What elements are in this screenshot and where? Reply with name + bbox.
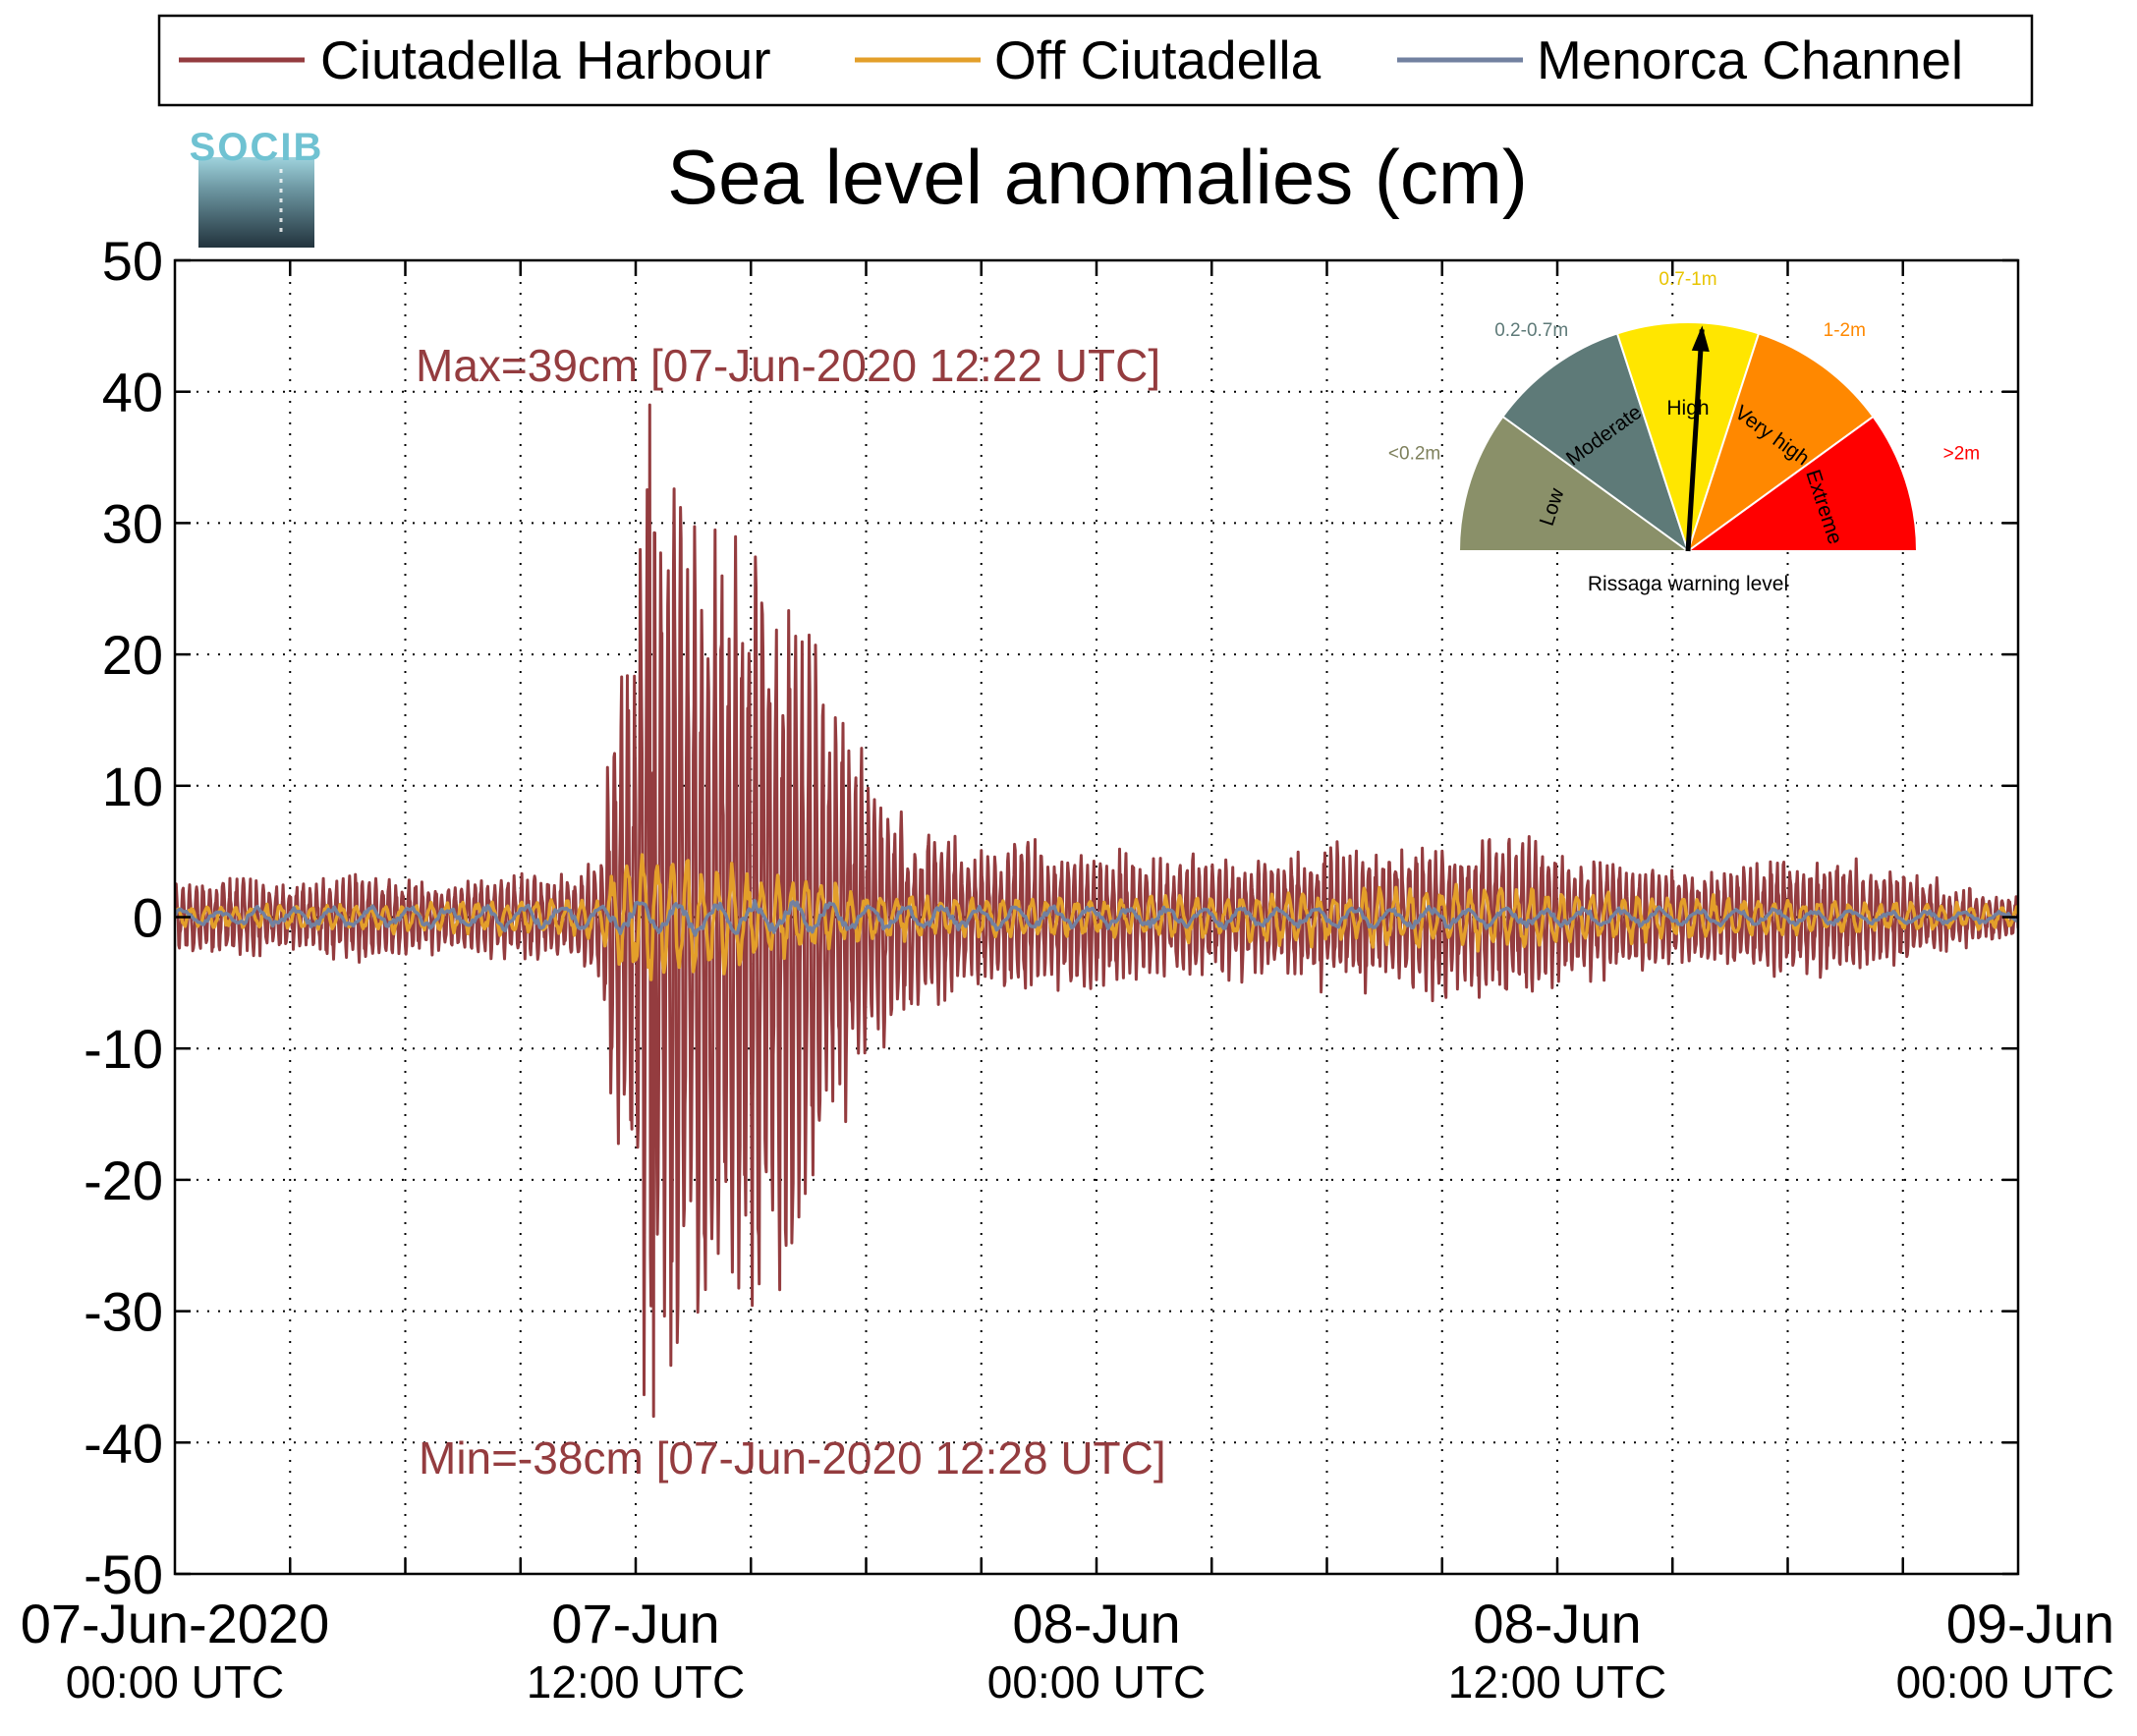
legend-box [157,14,2034,107]
max-annotation: Max=39cm [07-Jun-2020 12:22 UTC] [416,340,1160,391]
y-tick-label: 0 [133,887,163,949]
socib-logo-emblem [198,157,314,248]
y-tick-label: -30 [84,1281,163,1343]
y-tick-label: -20 [84,1149,163,1211]
gauge-range-label: >2m [1943,443,1981,464]
chart-title: Sea level anomalies (cm) [667,134,1528,220]
y-tick-labels: -50 -40 -30 -20 -10 0 10 20 30 40 50 [84,230,163,1605]
gauge-sector-very-high [1686,332,1875,554]
y-tick-label: 40 [102,362,163,423]
gauge-range-label: 0.7-1m [1659,269,1716,290]
legend-label-harbour: Ciutadella Harbour [320,29,771,90]
x-tick-label-date: 08-Jun [1473,1593,1641,1654]
gauge-sector-label: High [1666,397,1709,420]
y-tick-label: 50 [102,230,163,292]
x-tick-label-date: 07-Jun-2020 [21,1593,329,1654]
axis-ticks [175,258,2018,1576]
y-tick-label: -40 [84,1412,163,1474]
socib-logo: SOCIB [190,126,324,248]
gauge-sector-low [1457,415,1692,552]
x-tick-label-time: 00:00 UTC [66,1656,284,1708]
x-tick-label-time: 00:00 UTC [1896,1656,2114,1708]
gauge-needle-head [1691,325,1710,352]
series-menorca-channel [175,898,2018,937]
y-tick-label: 20 [102,624,163,686]
gauge-range-label: 1-2m [1824,320,1866,341]
gauge-range-label: <0.2m [1388,443,1440,464]
series-ciutadella-harbour [175,403,2018,1419]
y-tick-label: -10 [84,1018,163,1080]
gauge-title: Rissaga warning level [1588,573,1788,595]
y-tick-label: 10 [102,756,163,817]
x-tick-label-time: 00:00 UTC [987,1656,1206,1708]
x-tick-label-time: 12:00 UTC [527,1656,745,1708]
socib-logo-text: SOCIB [190,126,324,169]
gauge-needle [1685,329,1705,552]
x-tick-label-date: 07-Jun [551,1593,719,1654]
gauge-range-label: 0.2-0.7m [1494,320,1568,341]
gauge-sector-extreme [1684,415,1919,552]
series-off-ciutadella [175,853,2018,981]
y-tick-label: 30 [102,492,163,554]
gauge-sector-high [1615,320,1761,555]
x-tick-label-date: 09-Jun [1946,1593,2114,1654]
gauge-sector-moderate [1501,332,1690,554]
legend-label-channel: Menorca Channel [1537,29,1963,90]
min-annotation: Min=-38cm [07-Jun-2020 12:28 UTC] [419,1432,1166,1484]
legend-label-offshore: Off Ciutadella [994,29,1322,90]
y-tick-label: -50 [84,1543,163,1605]
x-tick-label-date: 08-Jun [1012,1593,1180,1654]
legend: Ciutadella Harbour Off Ciutadella Menorc… [157,14,2034,107]
x-tick-label-time: 12:00 UTC [1448,1656,1666,1708]
